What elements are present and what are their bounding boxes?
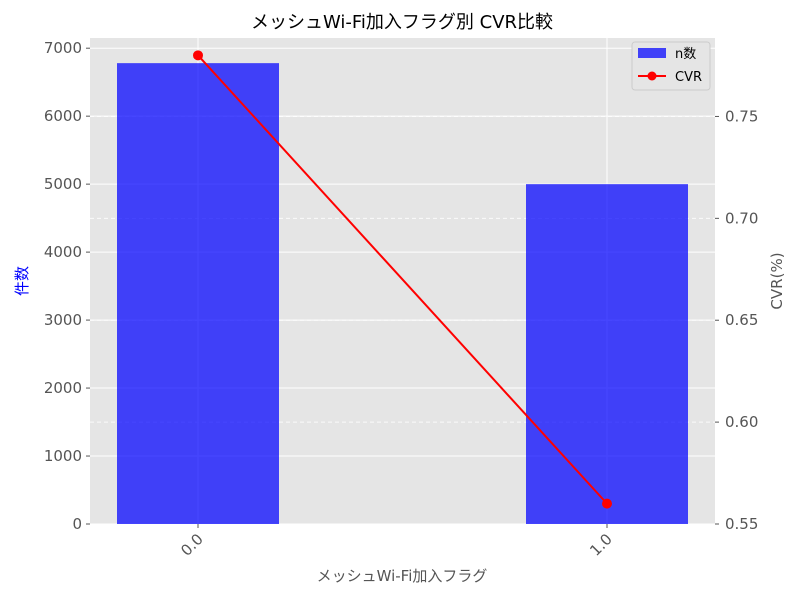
bar-0.0 (117, 63, 279, 524)
y-right-tick-label: 0.75 (725, 107, 758, 125)
x-tick-label-1.0: 1.0 (586, 530, 616, 560)
legend-swatch-n (638, 48, 666, 58)
y-left-tick-label: 4000 (44, 243, 82, 261)
legend-label-n: n数 (675, 47, 696, 62)
legend-label-cvr: CVR (675, 70, 702, 85)
x-tick-label-0.0: 0.0 (177, 530, 207, 560)
bars (117, 63, 688, 524)
y-right-tick-label: 0.60 (725, 413, 758, 431)
x-axis-label: メッシュWi-Fi加入フラグ (317, 567, 488, 585)
y-left-tick-label: 7000 (44, 39, 82, 57)
y-left-tick-label: 1000 (44, 447, 82, 465)
legend-swatch-cvr-marker (647, 71, 657, 81)
y-left-tick-label: 2000 (44, 379, 82, 397)
x-axis-ticks: 0.0 1.0 (177, 524, 616, 560)
y-left-tick-label: 6000 (44, 107, 82, 125)
cvr-point-1.0 (602, 498, 612, 509)
y-left-tick-label: 3000 (44, 311, 82, 329)
y-axis-right-label: CVR(%) (768, 252, 786, 309)
y-axis-right-ticks: 0.55 0.60 0.65 0.70 0.75 (715, 107, 758, 533)
y-right-tick-label: 0.55 (725, 515, 758, 533)
y-axis-left-ticks: 0 1000 2000 3000 4000 5000 6000 7000 (44, 39, 90, 533)
legend: n数 CVR (631, 41, 711, 91)
cvr-series-line (197, 54, 608, 505)
bar-1.0 (526, 184, 688, 524)
cvr-line (193, 50, 612, 509)
y-left-tick-label: 5000 (44, 175, 82, 193)
y-right-tick-label: 0.65 (725, 311, 758, 329)
chart-title: メッシュWi-Fi加入フラグ別 CVR比較 (251, 12, 553, 33)
y-axis-left-label: 件数 (13, 266, 31, 296)
y-right-tick-label: 0.70 (725, 209, 758, 227)
y-left-tick-label: 0 (72, 515, 82, 533)
cvr-point-0.0 (193, 50, 203, 61)
